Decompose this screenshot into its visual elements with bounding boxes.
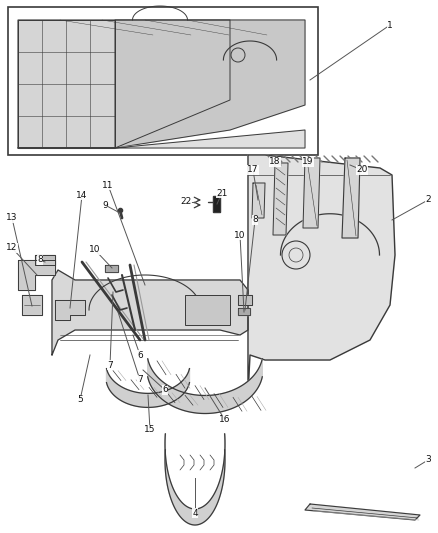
Text: 6: 6 [137,351,143,359]
Text: 8: 8 [252,215,258,224]
Text: 7: 7 [137,376,143,384]
Polygon shape [22,295,42,315]
Text: 18: 18 [269,157,281,166]
Polygon shape [18,130,305,148]
Polygon shape [55,300,85,320]
Text: 19: 19 [302,157,314,166]
Polygon shape [252,183,265,218]
Text: 14: 14 [76,190,88,199]
Polygon shape [148,359,262,414]
Text: 5: 5 [77,395,83,405]
Text: 7: 7 [107,360,113,369]
Polygon shape [213,196,220,212]
Polygon shape [238,295,252,305]
Polygon shape [52,270,248,355]
Text: 3: 3 [425,456,431,464]
Text: 13: 13 [6,214,18,222]
Polygon shape [273,163,288,235]
Text: 12: 12 [6,244,18,253]
Polygon shape [18,260,55,290]
Polygon shape [305,504,420,520]
Polygon shape [18,20,115,148]
Text: 16: 16 [219,416,231,424]
Polygon shape [105,265,118,272]
Text: 17: 17 [247,166,259,174]
Text: 11: 11 [102,181,114,190]
Bar [185,295,230,325]
Polygon shape [18,20,230,148]
Polygon shape [342,158,360,238]
Text: 15: 15 [144,425,156,434]
Polygon shape [165,434,225,525]
Text: 22: 22 [180,198,192,206]
Text: 4: 4 [192,508,198,518]
Polygon shape [115,20,305,148]
Polygon shape [35,255,55,265]
Text: 20: 20 [356,166,367,174]
Text: 6: 6 [162,385,168,394]
Text: 21: 21 [216,189,228,198]
Bar [8,7,318,155]
Text: 1: 1 [387,20,393,29]
Text: 2: 2 [425,196,431,205]
Text: 10: 10 [234,230,246,239]
Polygon shape [238,308,250,315]
Text: 9: 9 [102,200,108,209]
Text: 8: 8 [37,255,43,264]
Polygon shape [248,155,395,395]
Text: 10: 10 [89,246,101,254]
Polygon shape [106,369,190,407]
Polygon shape [303,158,320,228]
